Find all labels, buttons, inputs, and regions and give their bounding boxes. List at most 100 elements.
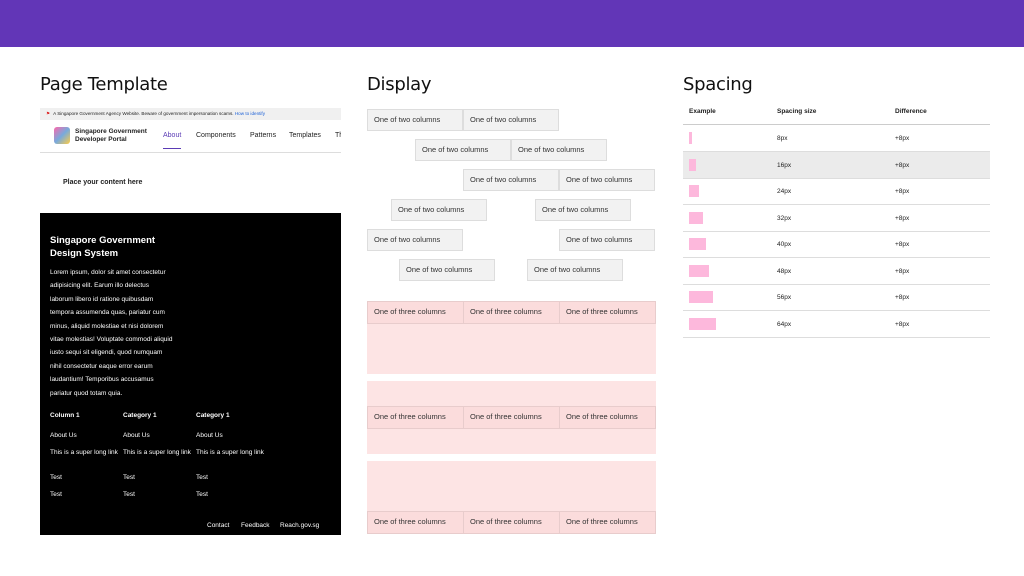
cell-text: 56px: [777, 294, 792, 301]
footer-link[interactable]: This is a super long link: [196, 449, 264, 456]
footer-title: Singapore Government Design System: [50, 234, 155, 260]
grid-cell: One of two columns: [535, 199, 631, 221]
cell-text: +8px: [895, 241, 910, 248]
spacing-example: [689, 238, 706, 250]
table-row: 40px +8px: [683, 231, 990, 258]
cell-text: +8px: [895, 135, 910, 142]
masthead-link[interactable]: How to identify: [234, 111, 265, 116]
spacing-example: [689, 185, 700, 197]
footer-title-line: Singapore Government: [50, 235, 156, 246]
section-title: Display: [367, 74, 432, 95]
footer-text: nihil consectetur eaque error earum: [50, 362, 153, 370]
cell-text: +8px: [895, 214, 910, 222]
footer-text: vitae molestias! Voluptate commodi aliqu…: [50, 336, 173, 343]
footer-link[interactable]: Test: [50, 474, 62, 481]
cell-text: +8px: [895, 294, 910, 301]
footer-text: laborum libero id ratione quibusdam: [50, 295, 154, 303]
logo: [54, 127, 70, 144]
table-row: 24px +8px: [683, 178, 990, 205]
cell-text: +8px: [895, 267, 910, 275]
logo-text[interactable]: Singapore Government Developer Portal: [75, 128, 147, 144]
table-row: 16px +8px: [683, 151, 990, 179]
spacing-example: [689, 291, 713, 303]
footer-bottom-link[interactable]: Reach.gov.sg: [280, 522, 320, 529]
grid-cell: One of two columns: [391, 199, 487, 221]
footer-title-line: Design System: [50, 248, 119, 259]
grid-cell: One of three columns: [463, 406, 560, 429]
cell-text: +8px: [895, 161, 910, 169]
grid-cell: One of two columns: [463, 109, 559, 131]
logo-line: Singapore Government: [75, 128, 147, 135]
section-title: Page Template: [40, 74, 168, 95]
footer-text: tempora assumenda quas, pariatur cum: [50, 309, 165, 317]
footer-text: pariatur quod totam quia.: [50, 389, 123, 397]
footer-link[interactable]: About Us: [50, 432, 77, 439]
grid-cell: One of two columns: [559, 229, 655, 251]
footer-text: minus, aliquid molestiae et nisi dolorem: [50, 322, 164, 330]
template-preview: ⚑ A Singapore Government Agency Website. …: [40, 108, 341, 535]
section-title: Spacing: [683, 74, 753, 95]
nav-link[interactable]: Patterns: [250, 132, 277, 139]
footer-text: laudantium! Temporibus accusamus: [50, 376, 154, 384]
grid-cell: One of three columns: [463, 511, 560, 534]
footer-link[interactable]: About Us: [123, 432, 150, 439]
column-header: Spacing size: [777, 108, 817, 115]
footer-link[interactable]: Test: [50, 491, 62, 498]
footer-text: adipisicing elit. Earum illo delectus: [50, 282, 149, 290]
nav-link[interactable]: About: [163, 132, 182, 149]
top-bar: [0, 0, 1024, 47]
table-row: 56px +8px: [683, 284, 990, 311]
footer-link[interactable]: This is a super long link: [123, 449, 191, 456]
grid-cell: One of two columns: [511, 139, 607, 161]
footer-link[interactable]: Test: [123, 474, 135, 481]
grid-cell: One of two columns: [527, 259, 623, 281]
footer-bottom-link[interactable]: Feedback: [241, 522, 270, 529]
column-header: Example: [689, 108, 716, 115]
table-row: 48px +8px: [683, 258, 990, 285]
cell-text: 48px: [777, 267, 792, 275]
grid-cell: One of two columns: [367, 109, 463, 131]
cell-text: 24px: [777, 188, 792, 195]
footer-link[interactable]: About Us: [196, 432, 223, 439]
nav-link[interactable]: Components: [196, 132, 236, 139]
footer-link[interactable]: Test: [196, 491, 208, 498]
spacing-example: [689, 158, 696, 171]
grid-cell: One of three columns: [367, 406, 464, 429]
grid-cell: One of two columns: [463, 169, 559, 191]
column-header: Difference: [895, 108, 927, 115]
table-header: [683, 99, 990, 125]
footer-link[interactable]: Test: [196, 474, 208, 481]
footer-bottom-link[interactable]: Contact: [207, 522, 230, 529]
grid-cell: One of two columns: [415, 139, 511, 161]
footer-text: iusto sequi sit eligendi, quod numquam: [50, 349, 163, 357]
spacing-example: [689, 211, 703, 224]
content-placeholder: Place your content here: [63, 179, 143, 186]
nav-link[interactable]: Th: [335, 132, 341, 139]
table-row: 8px +8px: [683, 125, 990, 152]
spacing-example: [689, 132, 693, 144]
masthead: ⚑ A Singapore Government Agency Website. …: [40, 108, 341, 120]
footer-heading: Category 1: [196, 412, 230, 419]
navbar: Singapore Government Developer Portal Abo…: [40, 120, 341, 153]
grid-cell: One of three columns: [367, 301, 464, 324]
table-row: 64px +8px: [683, 311, 990, 338]
spacing-example: [689, 264, 710, 277]
grid-cell: One of three columns: [559, 301, 656, 324]
footer-link[interactable]: Test: [123, 491, 135, 498]
grid-cell: One of two columns: [559, 169, 655, 191]
grid-cell: One of two columns: [399, 259, 495, 281]
masthead-text: A Singapore Government Agency Website. B…: [53, 111, 234, 116]
grid-cell: One of three columns: [463, 301, 560, 324]
spacing-example: [689, 317, 717, 330]
cell-text: 64px: [777, 320, 792, 328]
footer-link[interactable]: This is a super long link: [50, 449, 118, 456]
grid-cell: One of three columns: [559, 406, 656, 429]
footer-heading: Column 1: [50, 412, 80, 419]
cell-text: 16px: [777, 161, 792, 169]
grid-cell: One of three columns: [559, 511, 656, 534]
grid-cell: One of two columns: [367, 229, 463, 251]
nav-link[interactable]: Templates: [289, 132, 321, 139]
grid-cell: One of three columns: [367, 511, 464, 534]
logo-line: Developer Portal: [75, 136, 127, 143]
